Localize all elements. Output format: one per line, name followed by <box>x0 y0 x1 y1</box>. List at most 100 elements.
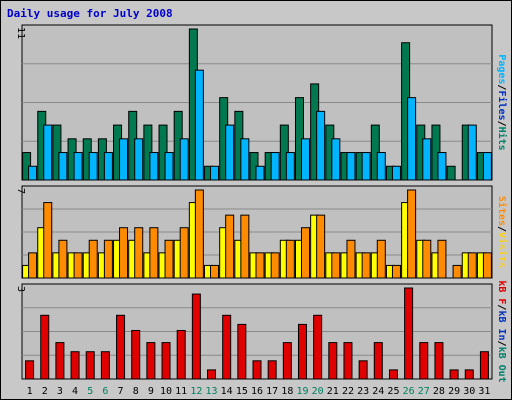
legend-part: Visits <box>496 232 508 268</box>
bar-sites-day-14 <box>225 214 235 279</box>
bar-files-day-21 <box>331 138 341 181</box>
bar-kb-f-day-28 <box>434 342 444 380</box>
x-tick-label-13: 13 <box>205 386 217 397</box>
x-tick-label-22: 22 <box>342 386 354 397</box>
legend-part: / <box>496 341 507 347</box>
bar-kb-f-day-6 <box>100 351 110 380</box>
x-tick-label-3: 3 <box>57 386 63 397</box>
bar-files-day-14 <box>225 124 235 181</box>
bar-files-day-13 <box>210 165 220 181</box>
chart-title: Daily usage for July 2008 <box>7 7 173 20</box>
bar-files-day-31 <box>482 152 492 181</box>
series-files <box>28 69 492 181</box>
bar-sites-day-6 <box>103 239 113 279</box>
bar-kb-f-day-1 <box>25 360 35 380</box>
bar-kb-f-day-16 <box>252 360 262 380</box>
bar-files-day-8 <box>134 138 144 181</box>
bar-files-day-27 <box>422 138 432 181</box>
bar-kb-f-day-8 <box>131 329 141 380</box>
x-tick-label-12: 12 <box>190 386 202 397</box>
bar-sites-day-31 <box>482 252 492 279</box>
bar-sites-day-25 <box>391 264 401 279</box>
bar-kb-f-day-15 <box>237 323 247 380</box>
bar-kb-f-day-23 <box>358 360 368 380</box>
bar-files-day-16 <box>255 165 265 181</box>
x-tick-label-10: 10 <box>160 386 172 397</box>
bar-kb-f-day-10 <box>161 342 171 380</box>
panel-kbytes: 3 kB F/kB In/kB Out <box>15 280 507 382</box>
panel-legend: Pages/Files/Hits <box>496 54 508 150</box>
bar-files-day-7 <box>119 138 129 181</box>
bar-kb-f-day-5 <box>85 351 95 380</box>
y-max-label: 3 <box>15 286 26 292</box>
bar-files-day-30 <box>467 124 477 181</box>
bar-sites-day-20 <box>316 214 326 279</box>
x-tick-label-15: 15 <box>236 386 248 397</box>
bar-sites-day-16 <box>255 252 265 279</box>
x-tick-label-11: 11 <box>175 386 187 397</box>
x-tick-label-19: 19 <box>296 386 308 397</box>
legend-part: kB In <box>496 310 507 340</box>
bar-sites-day-19 <box>300 227 310 279</box>
bar-files-day-11 <box>179 138 189 181</box>
panel-legend: kB F/kB In/kB Out <box>496 280 507 382</box>
bar-kb-f-day-13 <box>207 369 217 380</box>
x-tick-label-31: 31 <box>478 386 490 397</box>
bar-hits-day-29 <box>446 165 456 181</box>
x-tick-label-8: 8 <box>133 386 139 397</box>
panel-visits-sites: 7 Sites/Visits <box>15 185 508 279</box>
bar-files-day-4 <box>73 152 83 181</box>
legend-part: kB Out <box>496 347 507 383</box>
legend-part: Hits <box>496 127 508 151</box>
bar-sites-day-12 <box>194 189 204 279</box>
x-tick-label-23: 23 <box>357 386 369 397</box>
bar-sites-day-13 <box>210 264 220 279</box>
bar-sites-day-11 <box>179 227 189 279</box>
bar-kb-f-day-19 <box>297 323 307 380</box>
bar-files-day-6 <box>103 152 113 181</box>
bar-sites-day-7 <box>119 227 129 279</box>
bar-kb-f-day-14 <box>222 314 232 380</box>
legend-part: Pages <box>496 54 507 84</box>
bar-files-day-17 <box>270 152 280 181</box>
x-tick-label-26: 26 <box>403 386 415 397</box>
bar-files-day-5 <box>88 152 98 181</box>
bar-kb-f-day-25 <box>388 369 398 380</box>
x-tick-label-30: 30 <box>463 386 475 397</box>
bar-files-day-12 <box>194 69 204 181</box>
x-tick-label-6: 6 <box>102 386 108 397</box>
bar-files-day-1 <box>28 165 38 181</box>
y-max-label: 11 <box>15 27 26 39</box>
bar-sites-day-9 <box>149 227 159 279</box>
bar-kb-f-day-29 <box>449 369 459 380</box>
x-tick-label-17: 17 <box>266 386 278 397</box>
bar-sites-day-24 <box>376 239 386 279</box>
x-tick-label-4: 4 <box>72 386 78 397</box>
x-tick-label-18: 18 <box>281 386 293 397</box>
bar-files-day-23 <box>361 152 371 181</box>
bar-sites-day-1 <box>28 252 38 279</box>
x-tick-label-16: 16 <box>251 386 263 397</box>
bar-files-day-10 <box>164 152 174 181</box>
x-tick-label-25: 25 <box>387 386 399 397</box>
x-tick-label-20: 20 <box>312 386 324 397</box>
legend-part: / <box>496 304 507 310</box>
legend-part: kB F <box>496 280 507 304</box>
bar-kb-f-day-24 <box>373 342 383 380</box>
bar-files-day-3 <box>58 152 68 181</box>
bar-kb-f-day-11 <box>176 329 186 380</box>
bar-kb-f-day-2 <box>40 314 50 380</box>
bar-sites-day-3 <box>58 239 68 279</box>
bar-kb-f-day-17 <box>267 360 277 380</box>
bar-kb-f-day-31 <box>479 351 489 380</box>
bar-files-day-9 <box>149 152 159 181</box>
legend-part: / <box>496 84 507 90</box>
x-tick-label-29: 29 <box>448 386 460 397</box>
bar-files-day-24 <box>376 152 386 181</box>
bar-sites-day-15 <box>240 214 250 279</box>
legend-part: Files <box>496 90 508 120</box>
bar-files-day-20 <box>316 110 326 181</box>
panel-legend: Sites/Visits <box>496 196 508 268</box>
x-tick-label-14: 14 <box>221 386 233 397</box>
